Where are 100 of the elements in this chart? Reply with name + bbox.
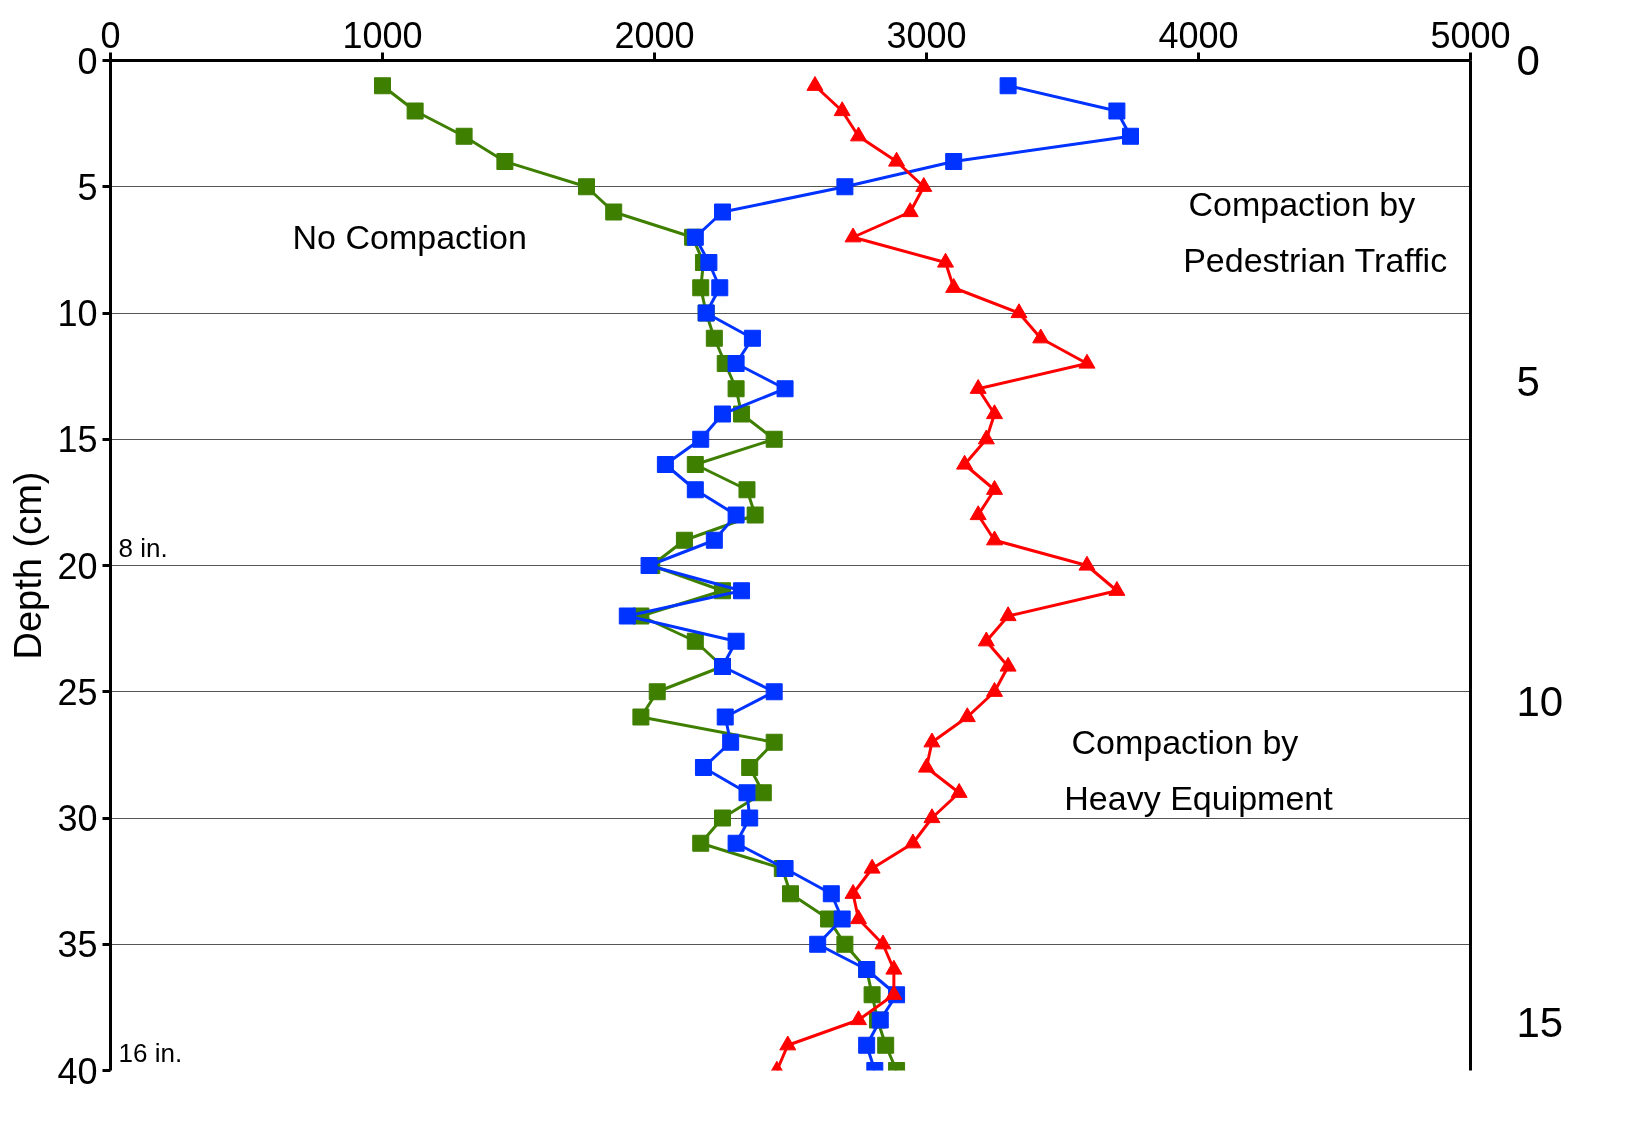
point xyxy=(1032,328,1050,344)
y2-tick-label: 10 xyxy=(1516,678,1564,726)
y2-tick-label: 15 xyxy=(1516,998,1564,1046)
point xyxy=(782,885,799,903)
point xyxy=(969,379,987,394)
point xyxy=(765,733,783,751)
point xyxy=(999,656,1017,672)
point xyxy=(836,935,854,953)
point xyxy=(738,784,756,802)
point xyxy=(885,959,903,975)
point xyxy=(686,481,704,499)
point xyxy=(776,380,794,398)
point xyxy=(374,77,391,95)
point xyxy=(1078,555,1096,571)
point xyxy=(714,405,731,423)
y-tick-label: 10 xyxy=(57,293,98,334)
point xyxy=(578,178,595,196)
point xyxy=(833,101,851,117)
point xyxy=(727,380,745,398)
point xyxy=(406,102,424,120)
x-tick-label: 4000 xyxy=(1158,14,1239,56)
point xyxy=(496,153,514,170)
point xyxy=(986,682,1003,697)
point xyxy=(1108,102,1126,120)
point xyxy=(950,783,968,798)
point xyxy=(765,430,783,448)
y-tick-label: 15 xyxy=(57,419,98,461)
point xyxy=(746,506,764,524)
y-tick-label: 5 xyxy=(77,166,98,208)
point xyxy=(1010,303,1028,319)
point xyxy=(722,733,740,751)
point xyxy=(656,456,674,473)
point xyxy=(605,203,623,221)
point xyxy=(977,429,995,445)
point xyxy=(686,456,704,473)
point xyxy=(937,252,955,268)
point xyxy=(836,178,854,196)
point xyxy=(915,177,933,192)
y-tick-label: 20 xyxy=(57,545,98,587)
point xyxy=(727,632,745,650)
point xyxy=(779,1035,797,1051)
point xyxy=(844,227,862,243)
point xyxy=(945,153,963,170)
point xyxy=(727,834,745,852)
point xyxy=(716,708,734,726)
point xyxy=(694,759,712,776)
point xyxy=(743,329,761,347)
point xyxy=(863,858,881,874)
y-tick-label: 30 xyxy=(57,798,98,839)
point xyxy=(969,505,987,521)
point xyxy=(686,632,704,650)
point xyxy=(923,732,941,748)
point xyxy=(918,757,935,773)
point xyxy=(700,254,718,271)
point xyxy=(711,279,729,297)
point xyxy=(692,279,710,297)
point xyxy=(863,986,881,1004)
point xyxy=(738,481,756,499)
point xyxy=(675,531,693,549)
point xyxy=(705,329,723,347)
point xyxy=(754,784,772,802)
point xyxy=(858,1036,876,1054)
annotation: 8 in. xyxy=(118,532,168,563)
point xyxy=(945,278,963,293)
point xyxy=(999,606,1017,622)
point xyxy=(765,683,783,701)
x-tick-label: 2000 xyxy=(614,14,695,56)
point xyxy=(977,631,995,647)
point xyxy=(958,707,976,723)
point xyxy=(850,909,867,925)
x-tick-label: 5000 xyxy=(1430,14,1511,56)
point xyxy=(850,1010,867,1026)
point xyxy=(986,404,1003,420)
point xyxy=(733,582,751,600)
y-tick-label: 25 xyxy=(57,671,98,713)
point xyxy=(727,506,745,524)
point xyxy=(741,809,759,827)
x-tick-label: 3000 xyxy=(886,14,967,56)
point xyxy=(833,910,851,928)
x-tick-label: 1000 xyxy=(342,14,423,56)
point xyxy=(956,454,974,470)
point xyxy=(850,126,867,142)
point xyxy=(844,884,862,899)
point xyxy=(692,834,710,852)
point xyxy=(714,203,731,221)
point xyxy=(986,480,1003,495)
point xyxy=(692,430,710,448)
point xyxy=(923,808,941,824)
point xyxy=(874,934,892,950)
point xyxy=(727,355,745,372)
point xyxy=(806,76,824,91)
point xyxy=(741,759,759,776)
point xyxy=(648,683,666,701)
point xyxy=(885,985,903,1000)
y2-tick-label: 5 xyxy=(1516,357,1540,405)
point xyxy=(901,202,919,218)
point xyxy=(822,885,840,903)
point xyxy=(809,935,827,953)
point xyxy=(632,708,650,726)
point xyxy=(1122,127,1139,145)
